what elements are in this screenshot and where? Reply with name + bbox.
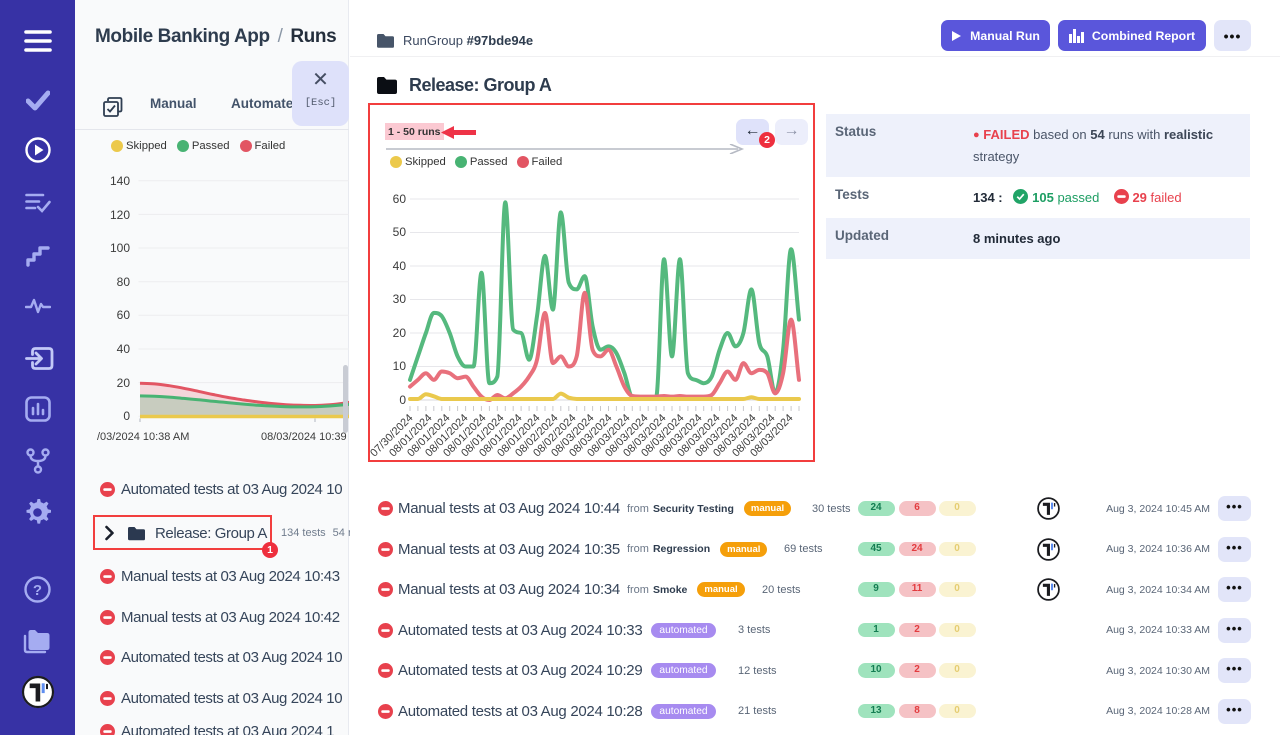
svg-text:?: ? — [33, 582, 42, 599]
